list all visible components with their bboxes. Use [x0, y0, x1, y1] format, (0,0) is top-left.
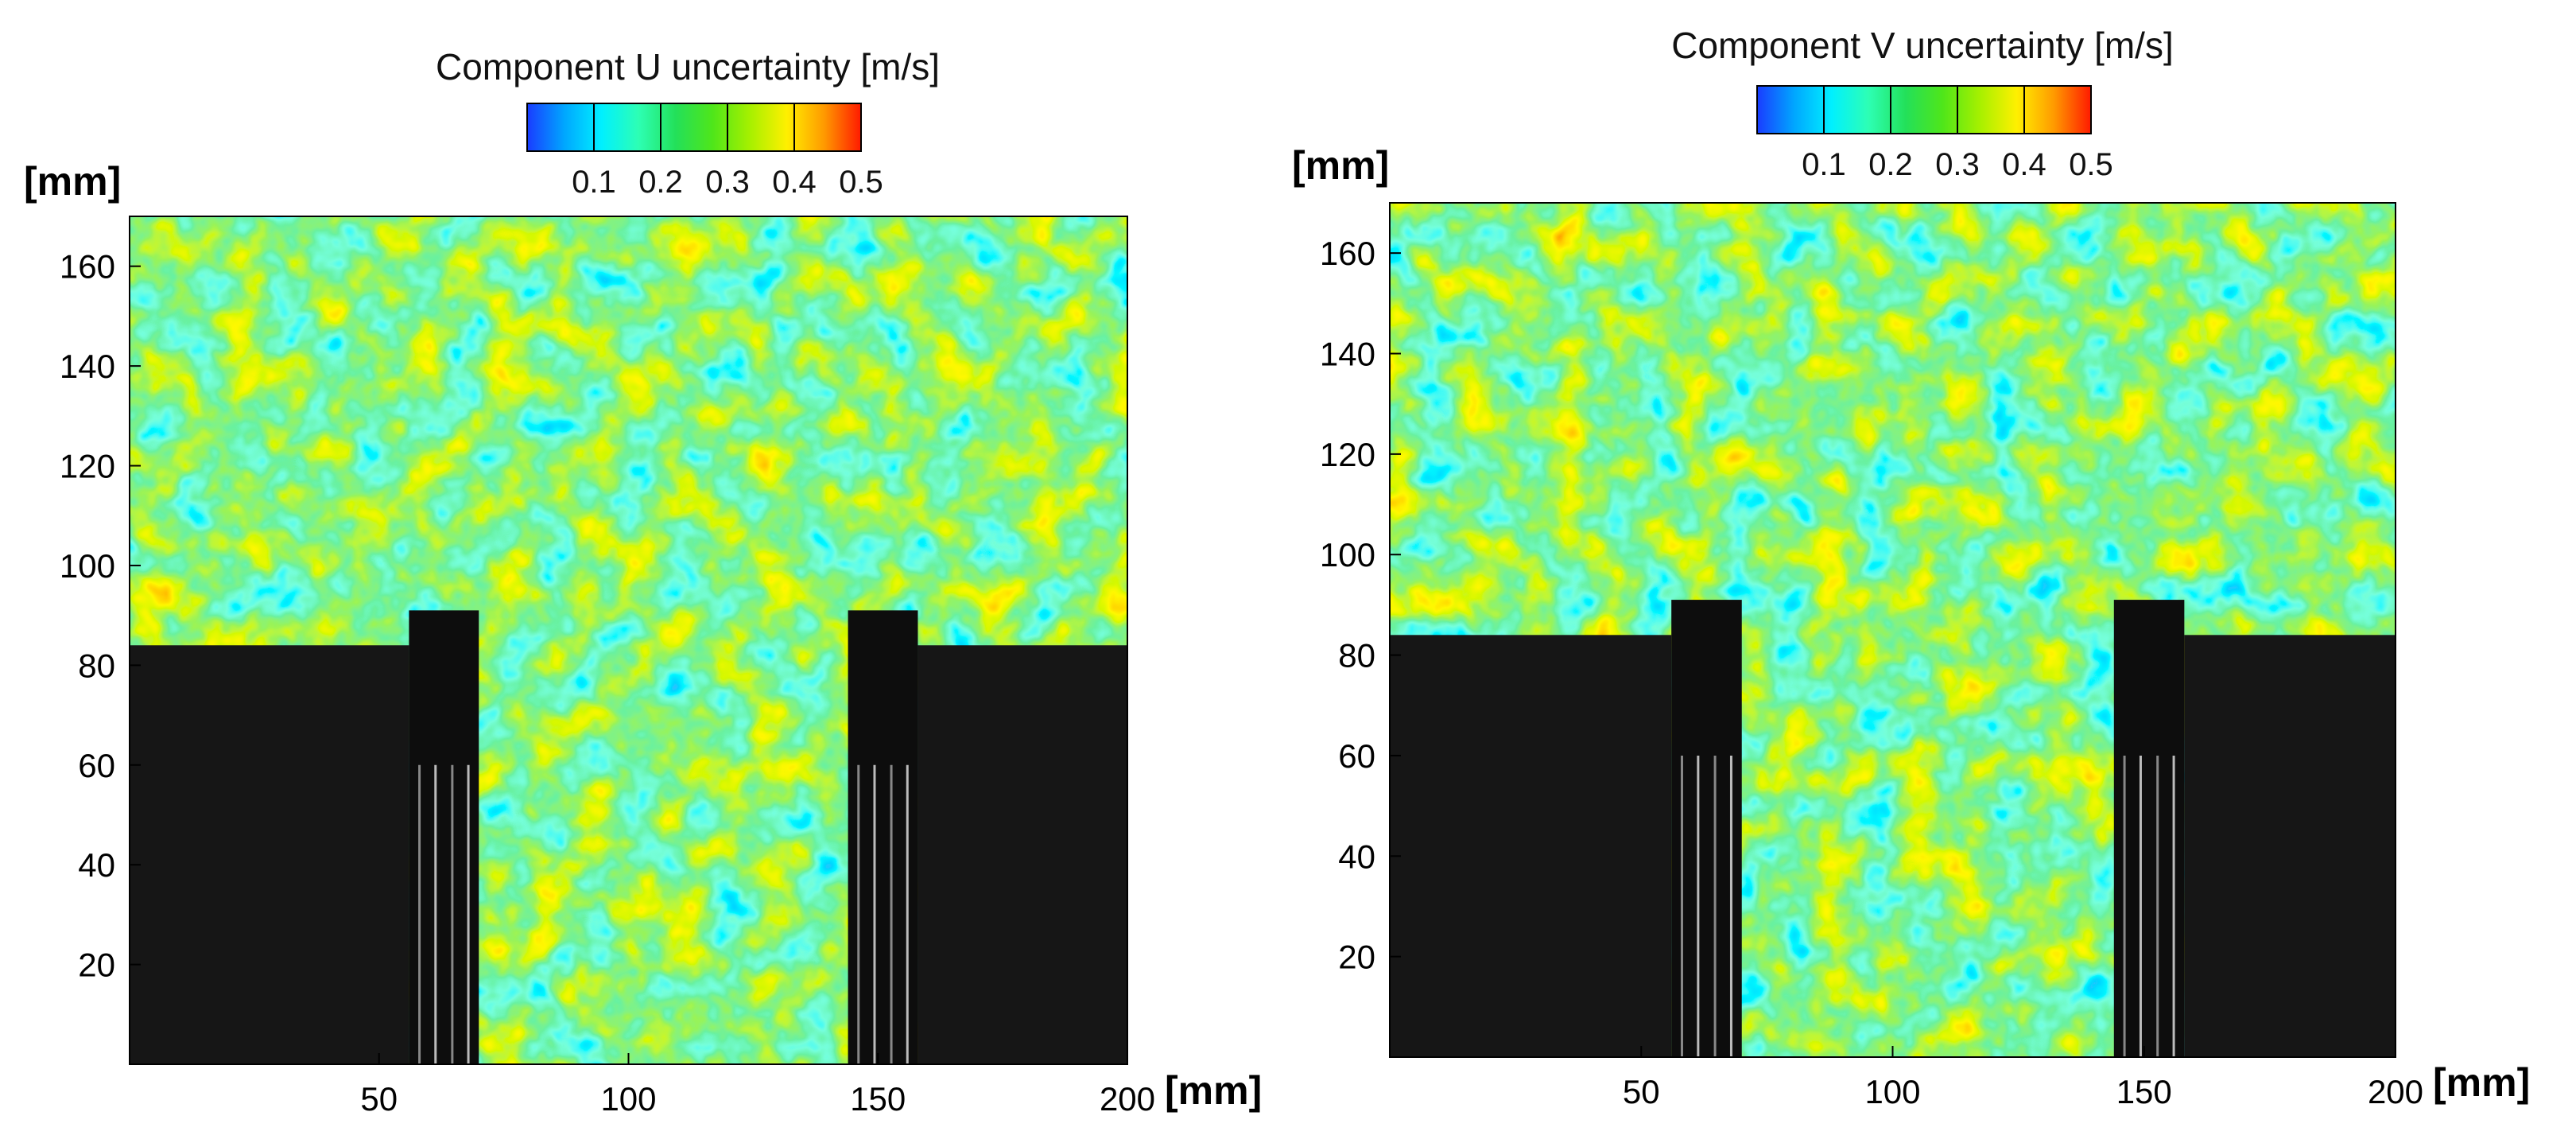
x-ticks-right: 50 100 150 200 — [1623, 1046, 2423, 1110]
colorbar-title-left: Component U uncertainty [m/s] — [436, 46, 940, 87]
colorbar-right: 0.1 0.2 0.3 0.4 0.5 — [1756, 85, 2113, 182]
y-tick-label: 160 — [60, 248, 115, 286]
x-tick-label: 100 — [600, 1080, 656, 1118]
colorbar-left: 0.1 0.2 0.3 0.4 0.5 — [526, 103, 883, 200]
x-axis-label-right: [mm] — [2433, 1060, 2530, 1105]
plot-area-left — [129, 216, 1128, 1065]
x-tick-label: 200 — [2368, 1073, 2423, 1110]
mask-group-right — [1390, 600, 2396, 1057]
y-tick-label: 100 — [60, 547, 115, 585]
colorbar-tick-label: 0.4 — [772, 165, 817, 200]
y-tick-label: 80 — [78, 647, 115, 684]
colorbar-tick-label: 0.2 — [1868, 147, 1913, 182]
y-tick-label: 120 — [60, 448, 115, 485]
y-tick-label: 140 — [60, 348, 115, 385]
mask-group-left — [130, 610, 1127, 1064]
y-tick-label: 20 — [1338, 939, 1375, 976]
y-tick-label: 40 — [78, 846, 115, 884]
y-tick-label: 100 — [1320, 536, 1375, 573]
colorbar-tick-label: 0.5 — [2069, 147, 2113, 182]
colorbar-gradient — [1756, 85, 2092, 134]
left-wall-block-left — [130, 645, 409, 1064]
y-axis-label-right: [mm] — [1292, 143, 1389, 188]
x-tick-label: 100 — [1864, 1073, 1920, 1110]
y-tick-label: 120 — [1320, 436, 1375, 473]
y-tick-label: 140 — [1320, 336, 1375, 373]
x-tick-label: 200 — [1100, 1080, 1155, 1118]
y-tick-label: 160 — [1320, 235, 1375, 272]
chart-right: Component V uncertainty [m/s] 0.1 0.2 0.3 0… — [1292, 25, 2530, 1110]
x-tick-label: 50 — [1623, 1073, 1660, 1110]
y-axis-label-left: [mm] — [24, 159, 121, 204]
colorbar-tick-label: 0.5 — [839, 165, 883, 200]
colorbar-gradient — [526, 103, 862, 152]
x-tick-label: 150 — [2116, 1073, 2172, 1110]
left-wall-block-right — [1390, 635, 1672, 1057]
chart-left: Component U uncertainty [m/s] 0.1 0.2 0.3 0… — [24, 46, 1262, 1118]
y-tick-label: 80 — [1338, 637, 1375, 675]
colorbar-tick-label: 0.1 — [1802, 147, 1846, 182]
right-wall-block-right — [2184, 635, 2396, 1057]
colorbar-tick-label: 0.2 — [638, 165, 683, 200]
colorbar-tick-label: 0.3 — [1935, 147, 1980, 182]
x-tick-label: 50 — [360, 1080, 398, 1118]
y-tick-label: 60 — [1338, 737, 1375, 775]
colorbar-tick-label: 0.1 — [572, 165, 616, 200]
x-axis-label-left: [mm] — [1165, 1068, 1262, 1113]
colorbar-tick-label: 0.4 — [2002, 147, 2046, 182]
y-tick-label: 20 — [78, 947, 115, 984]
right-wall-block-left — [918, 645, 1127, 1064]
x-tick-label: 150 — [850, 1080, 906, 1118]
y-ticks-left: 20 40 60 80 100 120 140 160 — [60, 248, 141, 984]
y-tick-label: 40 — [1338, 838, 1375, 875]
plot-area-right — [1389, 202, 2396, 1058]
y-ticks-right: 20 40 60 80 100 120 140 160 — [1320, 235, 1401, 976]
y-tick-label: 60 — [78, 747, 115, 784]
colorbar-tick-label: 0.3 — [705, 165, 750, 200]
x-ticks-left: 50 100 150 200 — [360, 1053, 1155, 1118]
colorbar-title-right: Component V uncertainty [m/s] — [1671, 25, 2174, 66]
